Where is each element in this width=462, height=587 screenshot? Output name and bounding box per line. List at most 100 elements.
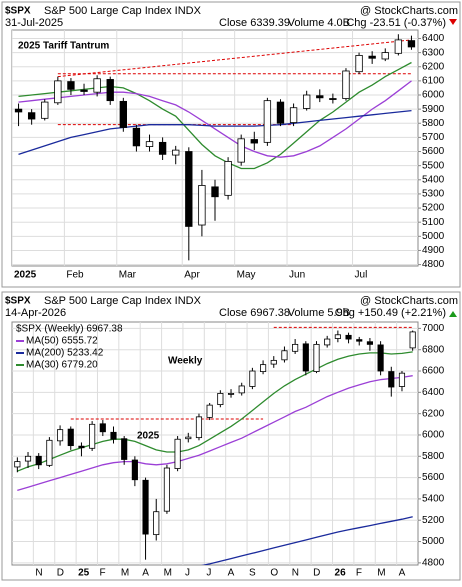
candle-body	[119, 100, 127, 128]
y-tick-label: 6600	[422, 366, 445, 377]
change-arrow	[449, 311, 457, 317]
candle-body	[407, 40, 416, 48]
change-arrow	[449, 19, 457, 25]
candle-body	[217, 393, 224, 405]
x-tick-label: D	[57, 568, 64, 579]
candle-body	[57, 429, 64, 442]
candle-body	[110, 431, 117, 440]
candle-body	[263, 100, 272, 143]
candle-body	[270, 359, 277, 365]
legend-entry: MA(50) 6555.72	[26, 336, 98, 347]
x-tick-label: M	[121, 568, 129, 579]
legend-entry: $SPX (Weekly) 6967.38	[16, 324, 123, 335]
candle-body	[106, 79, 114, 102]
candle-body	[78, 445, 85, 449]
annotation: Weekly	[168, 356, 203, 367]
x-tick-label: Jul	[355, 270, 368, 281]
x-tick-label: D	[313, 568, 320, 579]
x-tick-label: Feb	[66, 270, 84, 281]
candle-body	[276, 101, 285, 124]
moving-average	[18, 109, 412, 156]
source: @ StockCharts.com	[360, 295, 458, 307]
x-tick-label: M	[377, 568, 385, 579]
candle-body	[198, 185, 206, 226]
candle-body	[80, 89, 88, 92]
candle-body	[292, 343, 299, 352]
candle-body	[334, 334, 341, 339]
candle-body	[14, 108, 23, 113]
x-tick-label: S	[249, 568, 256, 579]
y-tick-label: 5200	[422, 203, 445, 214]
candle-body	[174, 438, 181, 469]
trendline	[57, 39, 412, 78]
candle-body	[67, 428, 74, 447]
candle-body	[281, 350, 288, 361]
candle-body	[142, 479, 149, 535]
y-tick-label: 6200	[422, 408, 445, 419]
legend-entry: MA(30) 6779.20	[26, 360, 98, 371]
candle-body	[211, 186, 219, 198]
x-tick-label: 25	[78, 568, 90, 579]
y-tick-label: 6100	[422, 76, 445, 87]
candle-body	[377, 344, 384, 372]
x-tick-label: Apr	[184, 270, 200, 281]
x-tick-label: O	[270, 568, 278, 579]
y-tick-label: 5500	[422, 160, 445, 171]
candle-body	[93, 78, 101, 93]
candle-body	[153, 511, 160, 536]
candle-body	[250, 139, 258, 144]
candle-body	[398, 372, 406, 387]
title: S&P 500 Large Cap Index INDX	[44, 295, 202, 307]
y-tick-label: 5700	[422, 132, 445, 143]
x-tick-label: J	[185, 568, 190, 579]
candle-body	[409, 331, 416, 349]
candle-body	[185, 151, 193, 227]
candle-body	[27, 112, 36, 120]
candle-body	[329, 98, 337, 100]
legend-entry: MA(200) 5233.42	[26, 348, 104, 359]
y-tick-label: 5000	[422, 536, 445, 547]
moving-average	[17, 375, 413, 492]
candle-body	[260, 364, 267, 372]
x-tick-label: May	[237, 270, 256, 281]
symbol: $SPX	[5, 6, 31, 17]
y-tick-label: 5200	[422, 515, 445, 526]
y-tick-label: 6000	[422, 430, 445, 441]
candle-body	[289, 107, 298, 123]
candle-body	[67, 81, 75, 90]
candle-body	[237, 138, 245, 163]
close: Close 6967.38	[219, 307, 290, 319]
title: S&P 500 Large Cap Index INDX	[44, 5, 202, 17]
candle-body	[394, 39, 403, 54]
x-tick-label: 26	[335, 568, 347, 579]
y-tick-label: 7000	[422, 323, 445, 334]
y-tick-label: 4800	[422, 259, 445, 270]
y-tick-label: 5600	[422, 146, 445, 157]
candle-body	[14, 461, 21, 468]
plot-area	[11, 321, 419, 566]
x-tick-label: F	[99, 568, 105, 579]
candle-body	[303, 94, 311, 109]
x-tick-label: A	[228, 568, 235, 579]
plot	[12, 30, 418, 266]
candle-body	[313, 343, 320, 372]
candle-body	[302, 343, 309, 372]
y-tick-label: 6000	[422, 90, 445, 101]
date: 14-Apr-2026	[5, 307, 66, 319]
candle-body	[54, 80, 62, 104]
x-tick-label: Jun	[289, 270, 305, 281]
candle-body	[145, 141, 154, 147]
annotation: 2025 Tariff Tantrum	[18, 41, 109, 52]
symbol: $SPX	[5, 296, 31, 307]
y-tick-label: 6300	[422, 47, 445, 58]
annotation: 2025	[137, 431, 160, 442]
plot-area	[11, 29, 419, 267]
y-tick-label: 6400	[422, 387, 445, 398]
candle-body	[163, 467, 170, 512]
y-tick-label: 5400	[422, 174, 445, 185]
y-tick-label: 5000	[422, 231, 445, 242]
moving-average	[201, 516, 413, 565]
x-tick-label: F	[356, 568, 362, 579]
candle-body	[381, 52, 389, 60]
